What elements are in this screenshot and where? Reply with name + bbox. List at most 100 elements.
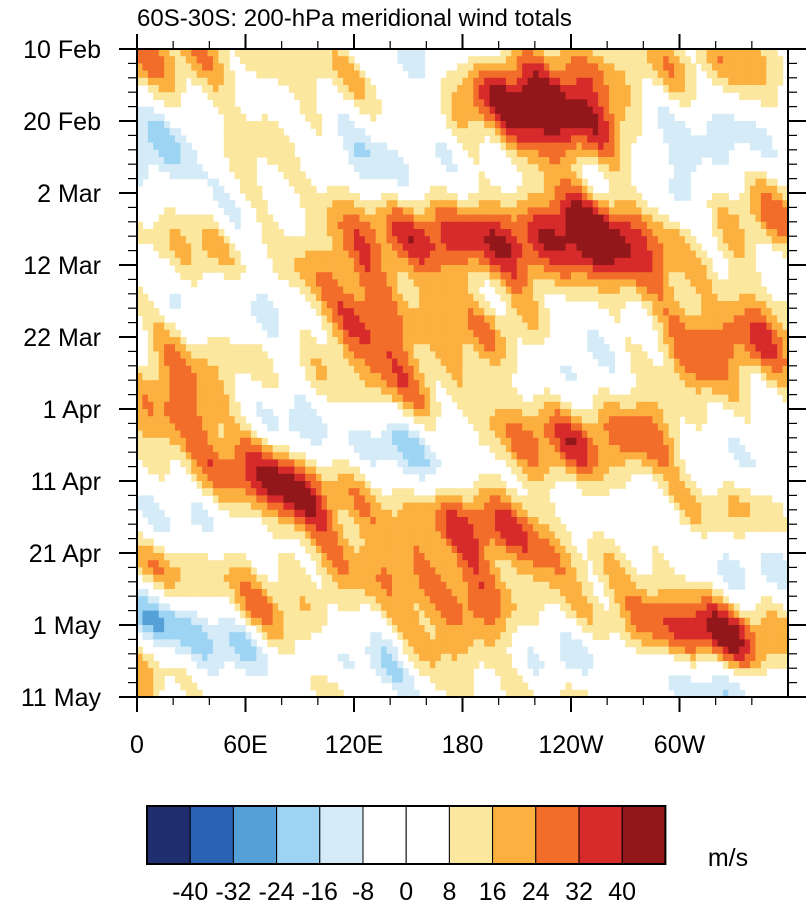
heatmap-cell: [413, 63, 420, 72]
heatmap-cell: [310, 409, 317, 417]
heatmap-cell: [478, 488, 485, 496]
heatmap-cell: [717, 229, 724, 237]
heatmap-cell: [674, 481, 681, 489]
heatmap-cell: [592, 452, 599, 460]
heatmap-cell: [419, 409, 426, 417]
heatmap-cell: [603, 394, 610, 403]
heatmap-cell: [229, 214, 236, 223]
heatmap-cell: [370, 250, 377, 259]
heatmap-cell: [169, 49, 176, 57]
heatmap-cell: [359, 452, 366, 460]
heatmap-cell: [739, 308, 746, 316]
heatmap-cell: [478, 265, 485, 273]
heatmap-cell: [495, 481, 502, 489]
heatmap-cell: [278, 236, 285, 244]
heatmap-cell: [332, 49, 339, 57]
heatmap-cell: [402, 315, 409, 324]
heatmap-cell: [364, 135, 371, 144]
heatmap-cell: [250, 200, 257, 208]
heatmap-cell: [560, 121, 567, 129]
heatmap-cell: [343, 322, 350, 331]
heatmap-cell: [511, 279, 518, 288]
heatmap-cell: [657, 329, 664, 338]
heatmap-cell: [391, 322, 398, 331]
heatmap-cell: [440, 92, 447, 100]
heatmap-cell: [218, 56, 225, 64]
heatmap-cell: [565, 77, 572, 86]
heatmap-cell: [391, 200, 398, 208]
heatmap-cell: [457, 293, 464, 302]
heatmap-cell: [343, 272, 350, 280]
heatmap-cell: [587, 92, 594, 100]
heatmap-cell: [533, 257, 540, 266]
heatmap-cell: [674, 315, 681, 324]
heatmap-cell: [679, 351, 686, 360]
heatmap-cell: [674, 387, 681, 396]
heatmap-cell: [299, 481, 306, 489]
heatmap-cell: [511, 106, 518, 115]
heatmap-cell: [164, 466, 171, 475]
heatmap-cell: [522, 452, 529, 460]
heatmap-cell: [657, 445, 664, 453]
heatmap-cell: [728, 373, 735, 381]
heatmap-cell: [467, 394, 474, 403]
heatmap-cell: [587, 63, 594, 72]
heatmap-cell: [663, 437, 670, 446]
heatmap-cell: [310, 351, 317, 360]
heatmap-cell: [229, 452, 236, 460]
heatmap-cell: [169, 293, 176, 302]
heatmap-cell: [663, 272, 670, 280]
heatmap-cell: [511, 85, 518, 93]
heatmap-cell: [413, 301, 420, 309]
heatmap-cell: [174, 373, 181, 381]
heatmap-cell: [571, 459, 578, 468]
heatmap-cell: [576, 171, 583, 180]
heatmap-cell: [440, 293, 447, 302]
heatmap-cell: [565, 214, 572, 223]
heatmap-cell: [771, 214, 778, 223]
heatmap-cell: [565, 49, 572, 57]
heatmap-cell: [278, 488, 285, 496]
heatmap-cell: [674, 193, 681, 201]
heatmap-cell: [728, 113, 735, 122]
heatmap-cell: [283, 481, 290, 489]
heatmap-cell: [473, 322, 480, 331]
heatmap-cell: [576, 445, 583, 453]
heatmap-cell: [180, 70, 187, 79]
heatmap-cell: [549, 214, 556, 223]
heatmap-cell: [646, 236, 653, 244]
heatmap-cell: [196, 49, 203, 57]
heatmap-cell: [240, 49, 247, 57]
heatmap-cell: [386, 380, 393, 388]
heatmap-cell: [543, 315, 550, 324]
heatmap-cell: [695, 423, 702, 432]
heatmap-cell: [305, 257, 312, 266]
heatmap-cell: [690, 315, 697, 324]
heatmap-cell: [408, 466, 415, 475]
heatmap-cell: [571, 265, 578, 273]
heatmap-cell: [750, 121, 757, 129]
heatmap-cell: [321, 193, 328, 201]
heatmap-cell: [750, 142, 757, 151]
heatmap-cell: [391, 214, 398, 223]
heatmap-cell: [256, 459, 263, 468]
heatmap-cell: [750, 193, 757, 201]
heatmap-cell: [614, 394, 621, 403]
heatmap-cell: [457, 77, 464, 86]
heatmap-cell: [169, 301, 176, 309]
heatmap-cell: [538, 178, 545, 187]
heatmap-cell: [614, 452, 621, 460]
heatmap-cell: [386, 430, 393, 439]
heatmap-cell: [223, 401, 230, 410]
heatmap-cell: [614, 157, 621, 165]
heatmap-cell: [663, 344, 670, 352]
heatmap-cell: [435, 200, 442, 208]
heatmap-cell: [196, 171, 203, 180]
heatmap-cell: [684, 178, 691, 187]
heatmap-cell: [267, 481, 274, 489]
heatmap-cell: [565, 149, 572, 158]
heatmap-cell: [733, 293, 740, 302]
heatmap-cell: [386, 279, 393, 288]
heatmap-cell: [505, 257, 512, 266]
heatmap-cell: [636, 365, 643, 374]
